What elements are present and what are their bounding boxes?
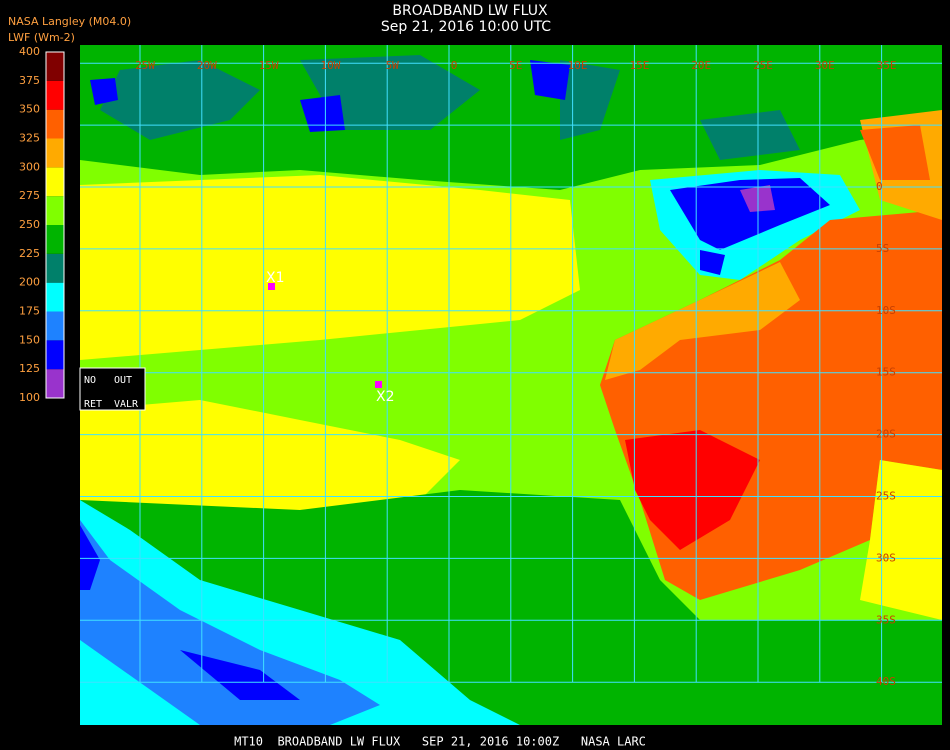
africa-warm [605,110,942,380]
footer: MT10 BROADBAND LW FLUX SEP 21, 2016 10:0… [234,735,646,749]
lon-label: 20W [197,59,217,72]
storm-blue [670,178,830,275]
colorbar-tick-label: 325 [19,132,40,145]
colorbar-tick-label: 100 [19,391,40,404]
colorbar-segment [46,369,64,398]
colorbar-tick-label: 375 [19,74,40,87]
lon-label: 25W [135,59,155,72]
colorbar-segment [46,282,64,312]
lat-label: 35S [876,613,896,626]
colorbar-segment [46,80,64,110]
lat-label: 10S [876,304,896,317]
lon-label: 20E [691,59,711,72]
lon-label: 35E [877,59,897,72]
legend-item: NO [84,375,96,386]
colorbar-tick-label: 250 [19,218,40,231]
lon-label: 15W [259,59,279,72]
lon-label: 30E [815,59,835,72]
colorbar-tick-label: 350 [19,103,40,116]
subtitle: Sep 21, 2016 10:00 UTC [381,19,551,35]
marker [375,381,382,388]
colorbar-frame [45,51,65,399]
colorbar-tick-label: 200 [19,276,40,289]
cloud-teal [100,55,800,160]
legend-item: VALR [114,399,139,410]
lon-label: 5E [509,59,522,72]
east-orange [860,125,930,180]
lon-label: 10E [568,59,588,72]
colorbar-segment [46,52,64,81]
legend-item: RET [84,399,102,410]
colorbar-segment [46,138,64,168]
colorbar-segment [46,196,64,225]
lat-label: 15S [876,366,896,379]
colorbar-segment [46,253,64,283]
colorbar-segment [46,311,64,341]
source: NASA Langley (M04.0) [8,15,131,28]
lat-label: 20S [876,428,896,441]
colorbar-segment [46,340,64,370]
colorbar-tick-label: 225 [19,247,40,260]
graticule: 25W 20W 15W 10W 5W 0 5E 10E 15E 20E 25E 30E 35E 0 5S 10… [80,45,942,688]
colorbar-tick-label: 275 [19,189,40,202]
yellow-west [80,400,460,520]
legend-frame [79,367,146,411]
marker [268,283,275,290]
lon-label: 15E [629,59,649,72]
legend-box: NO OUT RET VALR [79,367,146,411]
lat-label: 0 [876,180,883,193]
colorbar-tick-label: 400 [19,45,40,58]
colorbar-tick-label: 300 [19,160,40,173]
yellow-north [80,175,580,360]
colorbar-segment [46,225,64,254]
colorbar: 100 125 150 175 200 225 250 275 300 325 350 375 400 [19,45,65,404]
map [80,45,942,725]
legend-item: OUT [114,375,132,386]
marker-label: X2 [376,389,395,405]
lat-label: 25S [876,490,896,503]
yellow-east [860,460,942,620]
lon-label: 5W [386,59,400,72]
lat-label: 5S [876,242,889,255]
lon-label: 25E [753,59,773,72]
blue-band [80,520,380,725]
units: LWF (Wm-2) [8,31,75,44]
colorbar-tick-label: 125 [19,362,40,375]
marker-label: X1 [266,270,285,286]
colorbar-segment [46,167,64,197]
lon-label: 10W [320,59,340,72]
colorbar-segment [46,109,64,139]
lat-label: 30S [876,551,896,564]
cloud-blue [90,60,570,132]
lon-label: 0 [451,59,458,72]
africa-red [625,430,760,550]
title: BROADBAND LW FLUX [392,3,548,19]
colorbar-tick-label: 150 [19,333,40,346]
lat-label: 40S [876,675,896,688]
colorbar-tick-label: 175 [19,305,40,318]
